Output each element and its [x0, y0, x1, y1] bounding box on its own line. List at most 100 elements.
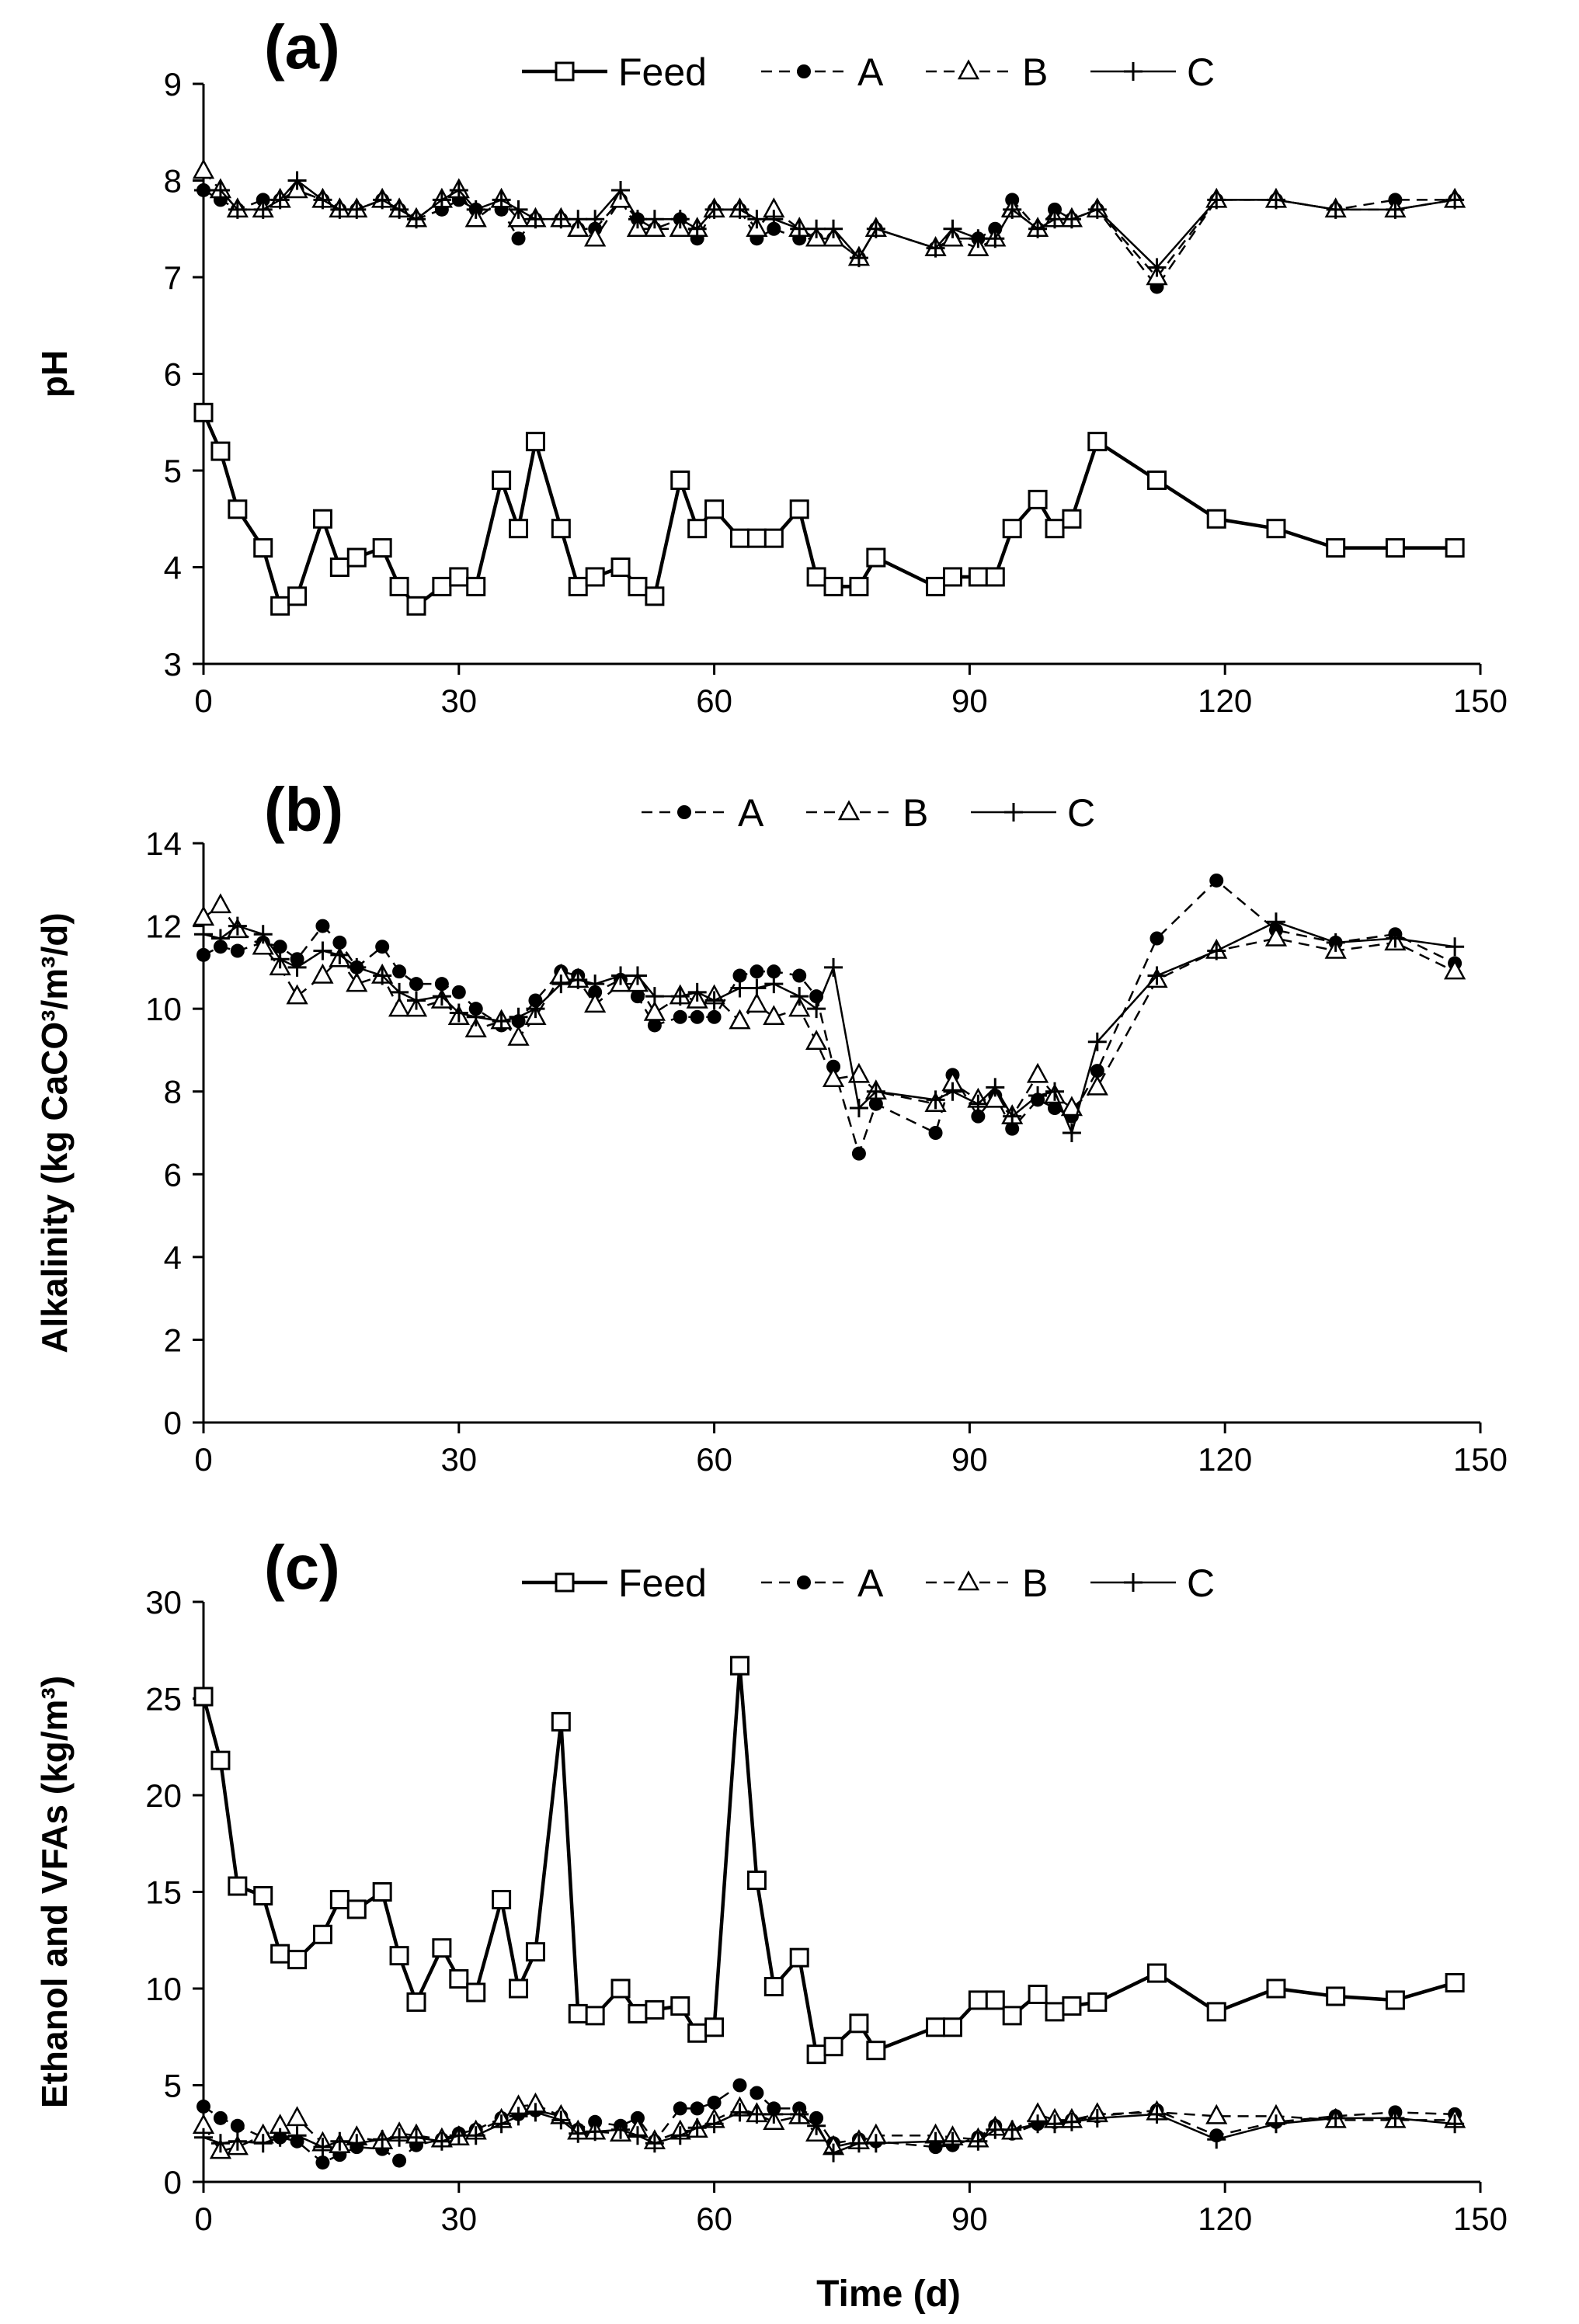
data-point: [569, 2124, 588, 2143]
data-point: [228, 2131, 247, 2151]
data-point: [645, 210, 664, 229]
data-point: [253, 925, 273, 944]
y-tick-label: 3: [164, 646, 182, 683]
data-point: [849, 2134, 868, 2153]
data-point: [1206, 2002, 1226, 2022]
data-point: [746, 528, 767, 548]
data-point: [1028, 1086, 1048, 1106]
data-point: [969, 229, 988, 248]
data-point: [943, 2131, 962, 2151]
data-point: [213, 2110, 228, 2125]
data-point: [432, 2131, 451, 2151]
legend-marker: [1004, 803, 1023, 822]
legend-label: A: [857, 1561, 884, 1605]
panel-label: (a): [264, 12, 340, 82]
data-point: [230, 2118, 245, 2133]
data-point: [270, 596, 290, 616]
data-point: [628, 2126, 647, 2145]
data-point: [670, 210, 690, 229]
data-point: [313, 941, 332, 961]
data-point: [986, 229, 1005, 248]
data-point: [969, 1094, 988, 1113]
data-point: [1045, 519, 1065, 539]
data-point: [449, 1003, 468, 1023]
data-point: [866, 2041, 886, 2061]
data-point: [763, 1977, 784, 1997]
data-point: [630, 989, 645, 1004]
data-point: [1003, 1106, 1022, 1126]
x-tick-label: 60: [696, 1441, 732, 1478]
y-tick-label: 8: [164, 163, 182, 200]
y-tick-label: 25: [145, 1681, 182, 1718]
data-point: [645, 987, 664, 1006]
data-point: [197, 947, 210, 962]
x-tick-label: 30: [440, 683, 477, 719]
data-point: [1266, 1978, 1286, 1999]
data-point: [822, 1067, 845, 1087]
data-point: [375, 940, 390, 954]
data-point: [746, 992, 768, 1013]
x-tick-label: 150: [1453, 1441, 1508, 1478]
data-point: [329, 558, 350, 577]
data-point: [1090, 1064, 1104, 1079]
panel-label: (c): [264, 1533, 340, 1602]
data-point: [926, 238, 945, 258]
data-point: [286, 2106, 308, 2127]
data-point: [1266, 519, 1286, 539]
data-point: [687, 2023, 708, 2043]
data-point: [764, 210, 784, 229]
data-point: [790, 219, 809, 238]
x-tick-label: 120: [1198, 1441, 1252, 1478]
y-tick-label: 2: [164, 1322, 182, 1358]
data-point: [409, 977, 423, 992]
data-point: [492, 470, 512, 490]
data-point: [210, 441, 231, 461]
data-point: [586, 2122, 605, 2142]
data-point: [1385, 1990, 1405, 2010]
legend-marker: [957, 59, 980, 80]
data-point: [690, 2101, 704, 2116]
series-c: [194, 171, 1465, 277]
data-point: [526, 210, 545, 229]
data-point: [1386, 200, 1405, 219]
y-tick-label: 5: [164, 453, 182, 489]
data-point: [432, 190, 451, 210]
data-point: [943, 1082, 962, 1101]
x-axis-title: Time (d): [816, 2274, 961, 2315]
data-point: [611, 966, 631, 985]
data-point: [568, 2003, 588, 2024]
data-point: [611, 180, 631, 200]
data-point: [732, 968, 747, 983]
data-point: [449, 1969, 469, 1989]
legend-label: C: [1067, 791, 1095, 835]
data-point: [1209, 873, 1224, 888]
data-point: [985, 1990, 1005, 2010]
data-point: [509, 200, 528, 219]
data-point: [823, 576, 843, 596]
x-tick-label: 120: [1198, 683, 1252, 719]
data-point: [1207, 2130, 1226, 2149]
legend-label: C: [1187, 1561, 1215, 1605]
x-tick-label: 90: [951, 683, 988, 719]
data-point: [373, 190, 392, 210]
data-point: [551, 974, 571, 994]
data-point: [270, 950, 290, 969]
data-point: [390, 2128, 409, 2147]
data-point: [1326, 2108, 1345, 2128]
y-tick-label: 0: [164, 1405, 182, 1441]
data-point: [273, 940, 287, 954]
data-point: [823, 2037, 843, 2057]
data-point: [1086, 1075, 1108, 1096]
data-point: [670, 2126, 690, 2145]
data-point: [315, 2156, 330, 2170]
x-tick-label: 90: [951, 2201, 988, 2237]
data-point: [192, 158, 215, 179]
y-axis-title: pH: [34, 350, 75, 398]
data-point: [392, 964, 407, 979]
data-point: [313, 190, 332, 210]
data-point: [628, 576, 648, 596]
x-tick-label: 30: [440, 2201, 477, 2237]
data-point: [1266, 190, 1285, 210]
data-point: [1062, 210, 1081, 229]
